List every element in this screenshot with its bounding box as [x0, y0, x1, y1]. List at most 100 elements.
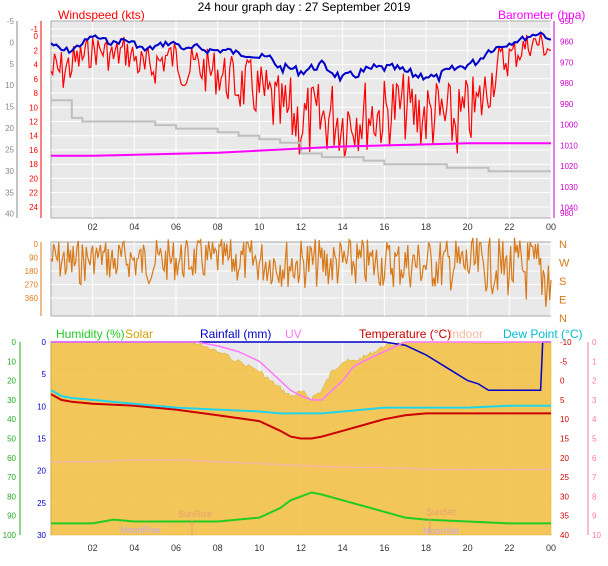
temp-axis-tick: 25: [560, 473, 569, 482]
wind-axis-tick: 12: [29, 118, 38, 127]
x-tick-label: 10: [254, 222, 264, 232]
compass-label: W: [559, 258, 570, 270]
direction-axis-tick: 90: [29, 254, 38, 263]
wind-axis-tick: 6: [34, 75, 39, 84]
baro-axis-tick: 980: [560, 209, 574, 218]
rain-axis-tick: 5: [42, 370, 47, 379]
temp-panel-legend: Indoor: [449, 327, 483, 341]
direction-axis-tick: 180: [25, 267, 39, 276]
uv-line: [51, 341, 551, 401]
uv-axis-tick: 10: [592, 531, 601, 540]
outer-axis-tick: 25: [5, 145, 14, 154]
compass-label: E: [559, 295, 566, 307]
x-tick-label: 14: [338, 543, 348, 553]
temp-axis-tick: 40: [560, 531, 569, 540]
outer-axis-tick: 5: [10, 60, 15, 69]
gust-max-line: [51, 99, 551, 173]
temp-panel-legend: Humidity (%): [56, 327, 125, 341]
rain-axis-tick: 25: [37, 499, 46, 508]
outer-axis-tick: 15: [5, 103, 14, 112]
humidity-axis-tick: 50: [7, 435, 16, 444]
baro-axis-tick: 1030: [560, 183, 578, 192]
x-tick-label: 22: [504, 222, 514, 232]
rain-axis-tick: 30: [37, 531, 46, 540]
x-tick-label: 18: [421, 222, 431, 232]
temp-axis-tick: 10: [560, 415, 569, 424]
uv-axis-tick: 3: [592, 396, 597, 405]
wind-axis-tick: 0: [34, 32, 39, 41]
direction-axis-tick: 0: [34, 240, 39, 249]
temperature-line: [50, 393, 551, 440]
rise-set-label: MoonRise: [120, 525, 161, 535]
compass-label: S: [559, 276, 566, 288]
humidity-axis-tick: 0: [12, 338, 17, 347]
baro-axis-tick: 980: [560, 79, 574, 88]
wind-axis-tick: -1: [31, 25, 39, 34]
x-tick-label: 02: [88, 222, 98, 232]
temp-axis-tick: 35: [560, 512, 569, 521]
rainfall-line: [51, 341, 551, 392]
barometer-legend: Barometer (hpa): [498, 8, 585, 22]
x-tick-label: 04: [129, 222, 139, 232]
direction-axis-tick: 360: [25, 294, 39, 303]
baro-axis-tick: 1010: [560, 141, 578, 150]
temp-panel-legend: Solar: [125, 327, 153, 341]
indoor-line: [51, 458, 551, 471]
baro-axis-tick: 970: [560, 58, 574, 67]
temp-panel-legend: Rainfall (mm): [200, 327, 271, 341]
uv-axis-tick: 8: [592, 492, 597, 501]
x-tick-label: 06: [171, 222, 181, 232]
page-title: 24 hour graph day : 27 September 2019: [197, 0, 411, 14]
windspeed-line: [50, 32, 552, 158]
humidity-line: [51, 491, 551, 525]
direction-axis-tick: 270: [25, 281, 39, 290]
outer-axis-tick: 20: [5, 124, 14, 133]
x-tick-label: 16: [379, 543, 389, 553]
wind-axis-tick: 18: [29, 160, 38, 169]
x-tick-label: 18: [421, 543, 431, 553]
humidity-axis-tick: 80: [7, 492, 16, 501]
outer-axis-tick: 30: [5, 167, 14, 176]
x-tick-label: 08: [213, 222, 223, 232]
uv-axis-tick: 0: [592, 338, 597, 347]
outer-axis-tick: 0: [10, 38, 15, 47]
rain-axis-tick: 15: [37, 435, 46, 444]
rise-set-label: MoonSet: [423, 526, 460, 536]
x-tick-label: 00: [546, 543, 556, 553]
dew-point-line: [50, 389, 551, 415]
x-tick-label: 10: [254, 543, 264, 553]
uv-axis-tick: 7: [592, 473, 597, 482]
wind-axis-tick: 16: [29, 146, 38, 155]
wind-axis-tick: 22: [29, 189, 38, 198]
wind-direction-line: [50, 237, 552, 308]
uv-axis-tick: 4: [592, 415, 597, 424]
baro-axis-tick: 1040: [560, 204, 578, 213]
wind-axis-tick: 14: [29, 132, 38, 141]
temp-axis-tick: 20: [560, 454, 569, 463]
wind-axis-tick: 20: [29, 174, 38, 183]
temp-axis-tick: -5: [560, 357, 568, 366]
temp-axis-tick: 15: [560, 435, 569, 444]
baro-axis-tick: 990: [560, 100, 574, 109]
wind-axis-tick: 24: [29, 203, 38, 212]
temp-panel-legend: Dew Point (°C): [503, 327, 582, 341]
outer-axis-tick: 40: [5, 210, 14, 219]
x-tick-label: 00: [546, 222, 556, 232]
x-tick-label: 16: [379, 222, 389, 232]
baro-axis-tick: 960: [560, 38, 574, 47]
compass-label: N: [559, 313, 567, 325]
x-tick-label: 08: [213, 543, 223, 553]
humidity-axis-tick: 30: [7, 396, 16, 405]
humidity-axis-tick: 90: [7, 512, 16, 521]
x-tick-label: 02: [88, 543, 98, 553]
x-tick-label: 04: [129, 543, 139, 553]
humidity-axis-tick: 10: [7, 357, 16, 366]
wind-axis-tick: 10: [29, 103, 38, 112]
rise-set-label: SunRise: [178, 509, 212, 519]
outer-axis-tick: -5: [7, 17, 15, 26]
rain-axis-tick: 20: [37, 467, 46, 476]
humidity-axis-tick: 40: [7, 415, 16, 424]
barometer-line: [51, 142, 551, 157]
wind-axis-tick: 4: [34, 61, 39, 70]
